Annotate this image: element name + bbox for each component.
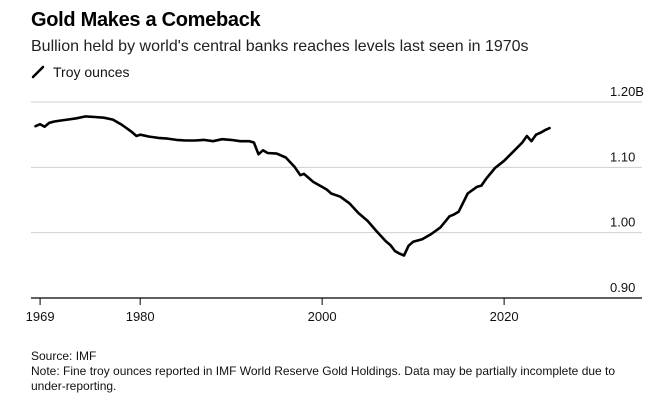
footer: Source: IMF Note: Fine troy ounces repor… [31,349,651,394]
x-tick-label: 1980 [126,309,155,324]
y-tick-label: 1.10 [610,149,635,164]
x-tick-label: 2020 [490,309,519,324]
line-chart: 0.90 1.00 1.10 1.20B 1969 1980 2000 2020 [26,84,644,324]
note-text: Note: Fine troy ounces reported in IMF W… [31,364,616,393]
chart-title: Gold Makes a Comeback [31,9,261,31]
x-tick-label: 1969 [26,309,55,324]
series-line-troy-ounces [34,115,551,257]
chart-subtitle: Bullion held by world's central banks re… [31,38,529,55]
source-text: Source: IMF [31,349,97,363]
line-swatch-icon [31,65,45,79]
legend: Troy ounces [31,64,130,80]
legend-label: Troy ounces [53,64,130,80]
y-tick-label: 1.20B [610,84,644,99]
y-tick-label: 1.00 [610,215,635,230]
x-tick-label: 2000 [308,309,337,324]
y-tick-label: 0.90 [610,280,635,295]
